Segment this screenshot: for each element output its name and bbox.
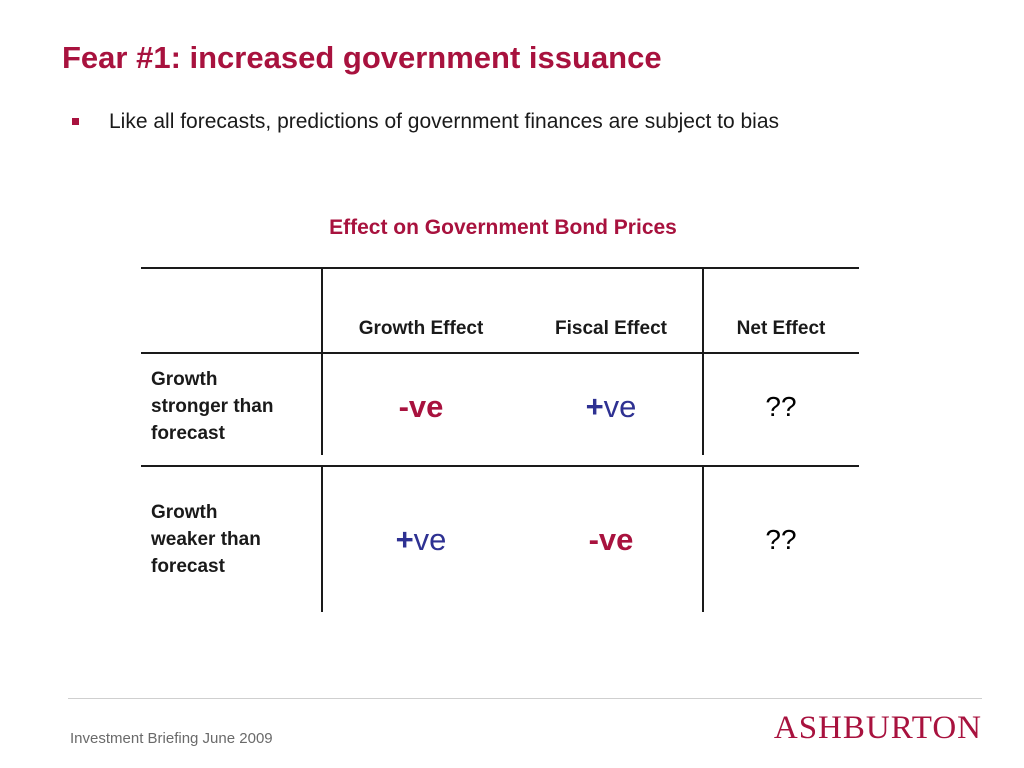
row-label-line: forecast xyxy=(151,423,225,444)
effect-sign: + xyxy=(395,522,414,557)
footer-text: Investment Briefing June 2009 xyxy=(70,730,273,747)
ashburton-logo: ASHBURTON xyxy=(773,710,982,746)
row-label-line: Growth xyxy=(151,369,218,390)
row-label-weaker: Growth weaker than forecast xyxy=(151,499,316,580)
cell-growth-effect: +ve xyxy=(331,522,511,558)
effect-text: ve xyxy=(408,389,444,424)
table-divider-left xyxy=(321,354,323,455)
cell-fiscal-effect: +ve xyxy=(521,389,701,425)
effect-sign: - xyxy=(398,389,409,424)
table-header-rule xyxy=(141,352,859,354)
column-header-fiscal-effect: Fiscal Effect xyxy=(555,318,667,339)
effect-text: ve xyxy=(413,522,447,557)
bullet-text: Like all forecasts, predictions of gover… xyxy=(109,110,780,133)
row-label-line: forecast xyxy=(151,556,225,577)
table-top-rule xyxy=(141,267,859,269)
effect-text: ve xyxy=(603,389,637,424)
table-divider-right xyxy=(702,269,704,352)
cell-net-effect: ?? xyxy=(765,391,797,422)
column-header-growth-effect: Growth Effect xyxy=(358,318,484,339)
table-row-rule xyxy=(141,465,859,467)
table-divider-left xyxy=(321,467,323,612)
table-title: Effect on Government Bond Prices xyxy=(329,216,677,239)
footer-divider xyxy=(68,698,982,699)
effect-text: ve xyxy=(598,522,634,557)
cell-net-effect: ?? xyxy=(765,524,797,555)
table-divider-right xyxy=(702,467,704,612)
row-label-stronger: Growth stronger than forecast xyxy=(151,366,316,447)
bullet-item: Like all forecasts, predictions of gover… xyxy=(72,110,779,134)
cell-growth-effect: -ve xyxy=(331,389,511,425)
slide-title: Fear #1: increased government issuance xyxy=(62,40,662,75)
row-label-line: weaker than xyxy=(151,529,261,550)
cell-fiscal-effect: -ve xyxy=(521,522,701,558)
row-label-line: Growth xyxy=(151,502,218,523)
table-divider-right xyxy=(702,354,704,455)
column-header-net-effect: Net Effect xyxy=(736,318,826,339)
effect-sign: + xyxy=(585,389,604,424)
square-bullet-icon xyxy=(72,117,79,125)
effect-sign: - xyxy=(588,522,599,557)
table-divider-left xyxy=(321,269,323,352)
row-label-line: stronger than xyxy=(151,396,274,417)
